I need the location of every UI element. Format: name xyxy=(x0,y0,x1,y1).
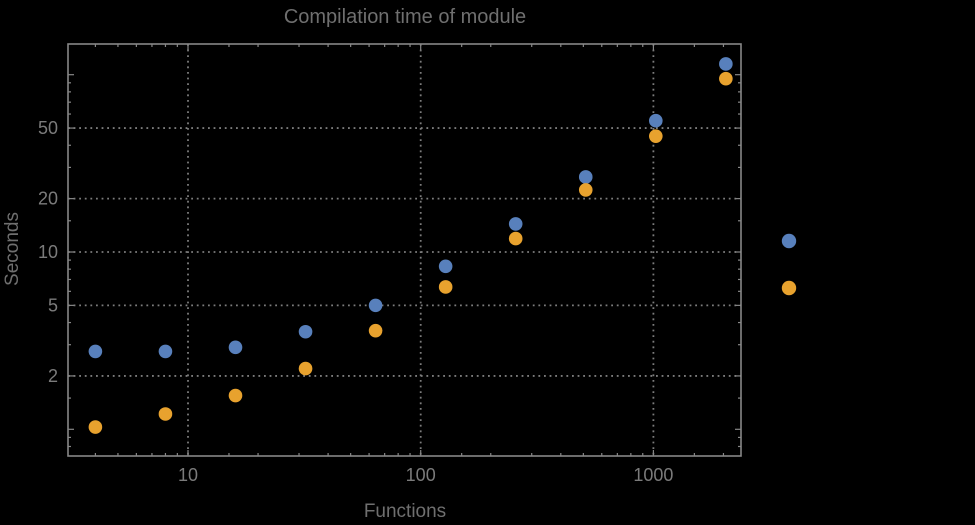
data-point-series-2 xyxy=(298,361,313,376)
data-point-series-1 xyxy=(228,340,243,355)
data-point-series-2 xyxy=(508,231,523,246)
x-tick-label: 100 xyxy=(406,465,436,485)
data-point-series-2 xyxy=(438,280,453,294)
data-point-series-2 xyxy=(228,388,243,403)
y-tick-label: 5 xyxy=(48,295,58,315)
y-tick-label: 10 xyxy=(38,242,58,262)
data-point-series-1 xyxy=(508,217,523,231)
data-point-series-1 xyxy=(158,344,173,359)
data-point-series-2 xyxy=(578,183,593,197)
data-point-series-2 xyxy=(88,420,103,434)
data-point-series-2 xyxy=(368,323,383,338)
data-point-series-1 xyxy=(648,113,663,128)
y-tick-label: 50 xyxy=(38,118,58,138)
y-tick-label: 20 xyxy=(38,189,58,209)
data-point-series-2 xyxy=(158,407,173,421)
data-point-series-1 xyxy=(368,298,383,313)
data-point-series-1 xyxy=(578,170,593,184)
x-axis-label: Functions xyxy=(363,501,447,522)
data-point-series-2 xyxy=(648,129,663,143)
data-point-series-1 xyxy=(438,259,453,274)
chart-title: Compilation time of module xyxy=(283,6,527,28)
x-tick-label: 10 xyxy=(178,465,198,485)
legend-marker-1 xyxy=(781,233,797,249)
x-tick-label: 1000 xyxy=(633,465,673,485)
y-tick-label: 2 xyxy=(48,366,58,386)
data-point-series-1 xyxy=(719,57,733,71)
data-point-series-2 xyxy=(719,71,733,86)
data-point-series-1 xyxy=(88,344,103,359)
plot-frame xyxy=(67,43,742,457)
legend-marker-2 xyxy=(781,280,797,296)
data-point-series-1 xyxy=(298,324,313,339)
